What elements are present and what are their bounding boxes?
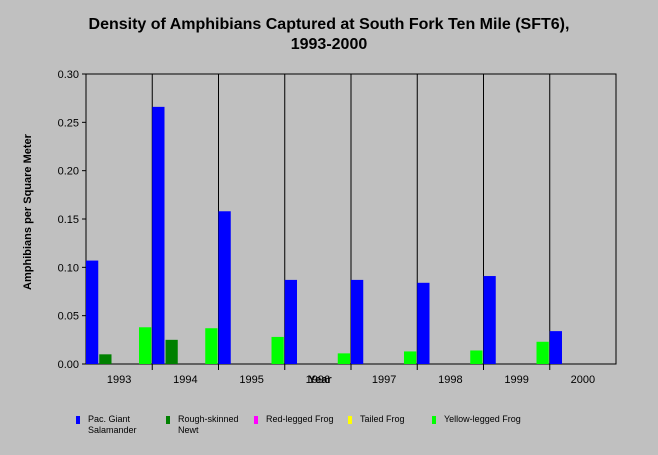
legend-label-yellow-legged-frog: Yellow-legged Frog — [444, 414, 521, 424]
bar-pac-giant-salamander-1998 — [417, 282, 430, 364]
bar-rough-skinned-newt-1994 — [165, 339, 178, 364]
bar-pac-giant-salamander-1996 — [284, 279, 297, 364]
chart-title-line-1: Density of Amphibians Captured at South … — [88, 16, 570, 33]
legend-label-rough-skinned-newt-line-1: Rough-skinned — [178, 414, 239, 424]
x-tick-label: 1998 — [438, 374, 462, 386]
y-tick-label: 0.30 — [58, 69, 79, 81]
x-tick-label: 1995 — [239, 374, 263, 386]
legend-swatch-tailed-frog — [348, 416, 352, 424]
x-tick-label: 1996 — [306, 374, 330, 386]
legend-swatch-pac-giant-salamander — [76, 416, 80, 424]
y-tick-label: 0.05 — [58, 311, 79, 323]
bar-yellow-legged-frog-1997 — [404, 351, 417, 364]
bar-yellow-legged-frog-1994 — [205, 328, 218, 364]
x-tick-label: 1999 — [504, 374, 528, 386]
bar-yellow-legged-frog-1999 — [536, 341, 549, 364]
bar-yellow-legged-frog-1995 — [271, 336, 284, 364]
legend-swatch-yellow-legged-frog — [432, 416, 436, 424]
x-tick-label: 1997 — [372, 374, 396, 386]
x-axis-label: Year — [308, 374, 332, 386]
y-tick-label: 0.25 — [58, 117, 79, 129]
legend-swatch-red-legged-frog — [254, 416, 258, 424]
y-tick-label: 0.00 — [58, 359, 79, 371]
legend-label-tailed-frog: Tailed Frog — [360, 414, 405, 424]
y-tick-label: 0.15 — [58, 214, 79, 226]
legend-label-rough-skinned-newt-line-2: Newt — [178, 425, 199, 435]
bar-pac-giant-salamander-1999 — [483, 276, 496, 364]
bar-pac-giant-salamander-1995 — [218, 211, 231, 364]
bar-rough-skinned-newt-1993 — [99, 354, 112, 364]
bar-pac-giant-salamander-1993 — [86, 260, 99, 364]
bar-pac-giant-salamander-2000 — [549, 331, 562, 364]
y-axis-label: Amphibians per Square Meter — [22, 134, 34, 290]
legend-label-pac-giant-salamander-line-2: Salamander — [88, 425, 137, 435]
y-tick-label: 0.10 — [58, 262, 79, 274]
x-tick-label: 1993 — [107, 374, 131, 386]
y-tick-label: 0.20 — [58, 166, 79, 178]
x-tick-label: 1994 — [173, 374, 197, 386]
legend-swatch-rough-skinned-newt — [166, 416, 170, 424]
bar-pac-giant-salamander-1997 — [351, 279, 364, 364]
bar-pac-giant-salamander-1994 — [152, 106, 165, 365]
chart-title-line-2: 1993-2000 — [290, 36, 368, 53]
x-tick-label: 2000 — [571, 374, 595, 386]
legend-label-pac-giant-salamander-line-1: Pac. Giant — [88, 414, 131, 424]
bar-yellow-legged-frog-1998 — [470, 350, 483, 364]
bar-yellow-legged-frog-1996 — [337, 353, 350, 364]
bar-yellow-legged-frog-1993 — [139, 327, 152, 364]
legend-label-red-legged-frog: Red-legged Frog — [266, 414, 334, 424]
